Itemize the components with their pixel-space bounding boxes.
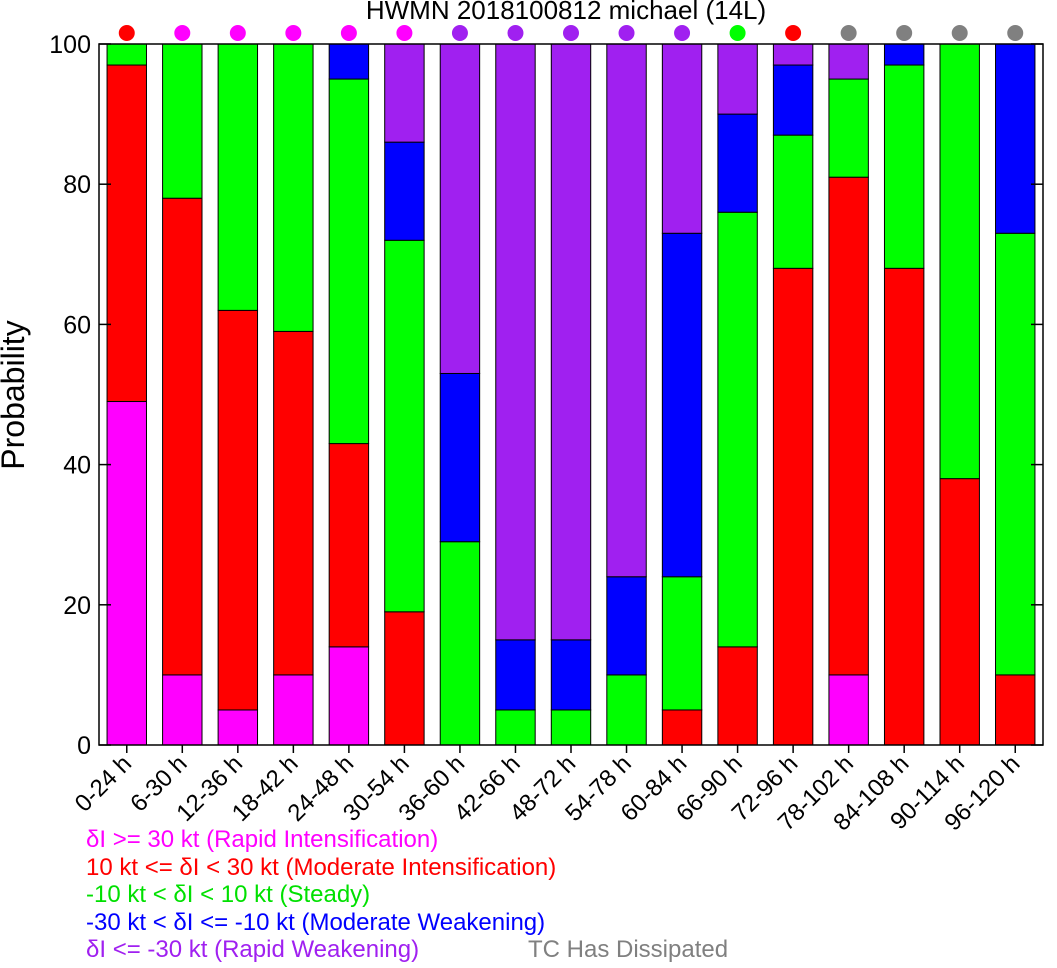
bar-segment-1-1 [162,197,203,676]
bar-segment-6-3 [439,372,481,543]
bar-segment-14-3 [883,43,925,66]
bar-segment-16-1 [995,674,1036,746]
bar-segment-2-1 [217,309,259,711]
bar-segment-4-1 [328,443,370,648]
bar-segment-3-2 [273,43,314,332]
status-dot-1 [174,25,191,41]
status-dot-3 [285,25,302,41]
bar-segment-13-1 [828,176,869,676]
chart-title: HWMN 2018100812 michael (14L) [366,0,766,25]
bar-segment-5-1 [384,611,425,746]
bar-segment-3-1 [273,330,314,676]
bar-segment-14-1 [883,267,925,746]
legend-entry-moderate-weakening: -30 kt < δI <= -10 kt (Moderate Weakenin… [86,908,546,936]
bar-segment-8-3 [550,639,592,711]
bar-segment-10-3 [661,232,703,578]
legend: δI >= 30 kt (Rapid Intensification) 10 k… [86,826,556,964]
y-tick-label-3: 60 [63,311,91,339]
bar-segment-11-1 [717,646,758,746]
bar-segment-11-3 [717,113,758,213]
bar-segment-15-1 [939,478,980,746]
y-tick-label-2: 40 [63,452,91,480]
legend-entry-steady: -10 kt < δI < 10 kt (Steady) [86,881,371,908]
bar-segment-8-2 [550,709,592,746]
status-dot-14 [896,25,913,41]
status-dot-2 [229,25,246,41]
bar-segment-7-2 [495,709,536,746]
bar-segment-7-4 [495,43,536,641]
status-dot-4 [340,25,357,41]
bar-segment-16-2 [995,232,1036,676]
bar-segment-1-0 [162,674,203,746]
bar-segment-12-4 [772,43,814,66]
legend-entry-rapid-intensification: δI >= 30 kt (Rapid Intensification) [86,826,439,853]
bar-segment-5-2 [384,239,425,613]
bar-segment-10-4 [661,43,703,234]
status-dot-9 [618,25,635,41]
y-tick-label-0: 0 [77,732,91,760]
bar-segment-6-2 [439,541,481,746]
bar-segment-13-4 [828,43,869,80]
bar-segment-8-4 [550,43,592,641]
x-axis: 0-24 h6-30 h12-36 h18-42 h24-48 h30-54 h… [70,745,1025,836]
bar-segment-4-2 [328,78,370,445]
bars-group [106,43,1036,746]
legend-entry-dissipated: TC Has Dissipated [528,936,729,963]
bar-segment-16-3 [995,43,1036,234]
bar-segment-10-2 [661,576,703,711]
bar-segment-9-3 [606,576,647,676]
bar-segment-13-2 [828,78,869,178]
status-dot-7 [507,25,524,41]
x-tick-label-0: 0-24 h [70,750,137,817]
status-dots [118,25,1024,41]
bar-segment-9-2 [606,674,647,746]
y-tick-label-1: 20 [63,592,91,620]
bar-segment-3-0 [273,674,314,746]
status-dot-15 [951,25,968,41]
status-dot-10 [674,25,691,41]
legend-entry-rapid-weakening: δI <= -30 kt (Rapid Weakening) [86,936,420,963]
y-tick-label-4: 80 [63,171,91,199]
bar-segment-11-4 [717,43,758,115]
bar-segment-0-0 [106,401,147,746]
bar-segment-9-4 [606,43,647,578]
bar-segment-7-3 [495,639,536,711]
bar-segment-13-0 [828,674,869,746]
bar-segment-11-2 [717,211,758,648]
bar-segment-12-3 [772,64,814,136]
bar-segment-0-1 [106,64,147,403]
status-dot-11 [729,25,746,41]
bar-segment-12-1 [772,267,814,746]
y-axis-label: Probability [0,320,31,469]
bar-segment-10-1 [661,709,703,746]
status-dot-5 [396,25,413,41]
bar-segment-0-2 [106,43,147,66]
bar-segment-15-2 [939,43,980,480]
status-dot-13 [840,25,857,41]
bar-segment-12-2 [772,134,814,269]
bar-segment-1-2 [162,43,203,199]
bar-segment-14-2 [883,64,925,269]
bar-segment-6-4 [439,43,481,374]
status-dot-12 [785,25,802,41]
bar-segment-5-4 [384,43,425,143]
bar-segment-4-3 [328,43,370,80]
bar-segment-4-0 [328,646,370,746]
y-tick-label-5: 100 [49,31,91,59]
bar-segment-2-0 [217,709,259,746]
status-dot-16 [1007,25,1024,41]
status-dot-0 [118,25,135,41]
status-dot-6 [451,25,468,41]
status-dot-8 [563,25,579,41]
legend-entry-moderate-intensification: 10 kt <= δI < 30 kt (Moderate Intensific… [86,853,557,881]
y-axis: 0 20 40 60 80 100 [49,31,1043,760]
bar-segment-2-2 [217,43,259,311]
bar-segment-5-3 [384,141,425,241]
